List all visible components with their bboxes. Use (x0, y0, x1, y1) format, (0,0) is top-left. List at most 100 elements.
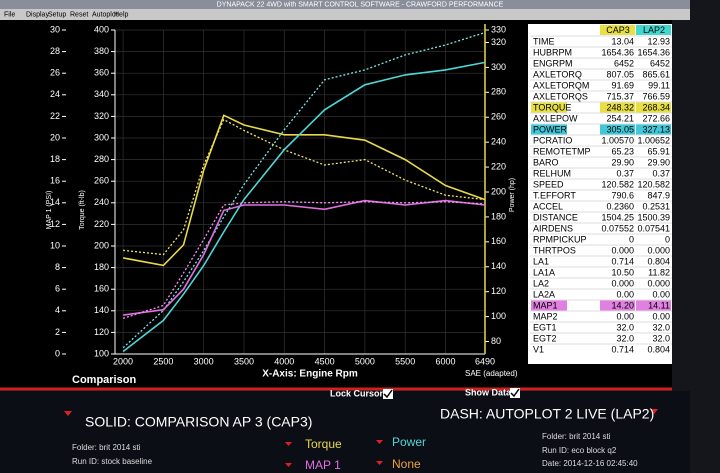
map-tick-label: 8 (55, 262, 60, 272)
dropdown-arrow[interactable] (650, 409, 658, 414)
row-label: REMOTETMP (533, 146, 591, 156)
power-tick-label: 80 (491, 336, 501, 346)
map-axis-title: MAP 1 (PSI) (46, 191, 53, 230)
map-tick-label: 10 (50, 240, 60, 250)
menu-item[interactable]: Reset (70, 11, 88, 18)
row-value: 268.34 (642, 102, 670, 112)
row-label: LA1 (533, 256, 549, 266)
highlight-cell (531, 102, 567, 113)
row-value: 0.714 (611, 256, 634, 266)
y-tick-label: 160 (94, 284, 109, 294)
row-label: DISTANCE (533, 212, 578, 222)
row-value: 99.11 (648, 80, 670, 90)
row-value: 0.2360 (606, 201, 634, 211)
row-value: 0.714 (611, 344, 634, 354)
row-value: 0.00 (616, 289, 634, 299)
highlight-cell (600, 102, 635, 113)
row-value: 10.50 (611, 267, 634, 277)
row-value: 254.21 (606, 113, 634, 123)
y-tick-label: 180 (94, 262, 109, 272)
dropdown-arrow[interactable] (64, 411, 72, 416)
table-header-cell (600, 25, 635, 35)
show-data-checkbox[interactable] (510, 388, 520, 398)
selector-torque[interactable]: Torque (305, 437, 342, 451)
row-label: TORQUE (533, 102, 571, 112)
highlight-cell (636, 124, 671, 135)
power-tick-label: 300 (491, 62, 506, 72)
menu-bar (0, 9, 690, 20)
row-label: LA1A (533, 267, 555, 277)
torque-axis-title: Torque (ft-lb) (79, 190, 86, 230)
y-tick-label: 340 (94, 89, 109, 99)
row-value: 0.000 (611, 245, 634, 255)
series-line (122, 114, 486, 267)
menu-item[interactable]: File (4, 11, 15, 18)
table-header: CAP3 (606, 25, 630, 35)
map-tick-label: 16 (50, 176, 60, 186)
row-value: 13.04 (611, 36, 634, 46)
map-tick-label: 12 (50, 219, 60, 229)
dropdown-arrow[interactable] (285, 442, 292, 446)
lock-cursors-checkbox[interactable] (383, 389, 393, 399)
dropdown-arrow[interactable] (376, 440, 383, 444)
row-value: 0.000 (647, 278, 670, 288)
row-value: 327.13 (642, 124, 670, 134)
row-value: 790.6 (611, 190, 634, 200)
y-tick-label: 300 (94, 132, 109, 142)
dropdown-arrow[interactable] (285, 463, 292, 467)
row-value: 32.0 (652, 322, 670, 332)
row-value: 715.37 (606, 91, 634, 101)
row-label: AXLETORQM (533, 80, 589, 90)
dash-date: Date: 2014-12-16 02:45:40 (542, 459, 638, 468)
selector-map[interactable]: MAP 1 (305, 458, 341, 472)
row-value: 0.00 (652, 289, 670, 299)
x-axis-title: X-Axis: Engine Rpm (262, 369, 358, 380)
y-tick-label: 280 (94, 154, 109, 164)
selector-none[interactable]: None (392, 457, 421, 471)
run-panel (0, 391, 690, 473)
y-tick-label: 100 (94, 348, 109, 358)
row-label: EGT1 (533, 322, 557, 332)
row-value: 65.91 (647, 146, 670, 156)
x-tick-label: 4000 (274, 356, 294, 366)
row-label: POWER (533, 124, 568, 134)
row-value: 0.37 (652, 168, 670, 178)
menu-item[interactable]: Help (114, 11, 129, 18)
row-label: T.EFFORT (533, 190, 576, 200)
map-tick-label: 18 (50, 154, 60, 164)
row-value: 12.93 (647, 36, 670, 46)
dropdown-arrow[interactable] (376, 461, 383, 465)
row-value: 65.23 (611, 146, 634, 156)
row-value: 0.07552 (601, 223, 634, 233)
highlight-cell (531, 300, 567, 311)
row-label: THRTPOS (533, 245, 576, 255)
power-tick-label: 240 (491, 137, 506, 147)
highlight-cell (531, 124, 567, 135)
row-value: 6452 (614, 58, 634, 68)
map-tick-label: 14 (50, 197, 60, 207)
row-value: 305.05 (606, 124, 634, 134)
menu-item[interactable]: Setup (48, 11, 66, 18)
row-label: PCRATIO (533, 135, 572, 145)
table-header-cell (636, 25, 671, 35)
y-tick-label: 360 (94, 68, 109, 78)
x-tick-label: 6000 (435, 356, 455, 366)
row-label: ENGRPM (533, 58, 573, 68)
x-tick-label: 4500 (315, 356, 335, 366)
selector-power[interactable]: Power (392, 435, 426, 449)
map-tick-label: 28 (50, 46, 60, 56)
power-tick-label: 220 (491, 161, 506, 171)
row-label: ACCEL (533, 201, 563, 211)
row-label: EGT2 (533, 333, 557, 343)
map-tick-label: 26 (50, 68, 60, 78)
row-value: 0.07541 (637, 223, 670, 233)
highlight-cell (636, 102, 671, 113)
row-label: LA2A (533, 289, 555, 299)
highlight-cell (600, 124, 635, 135)
row-value: 0.804 (647, 344, 670, 354)
menu-item[interactable]: Autoplot (92, 11, 118, 18)
row-value: 1504.25 (601, 212, 634, 222)
menu-item[interactable]: Display (26, 11, 49, 18)
show-data-label: Show Data (465, 387, 512, 397)
